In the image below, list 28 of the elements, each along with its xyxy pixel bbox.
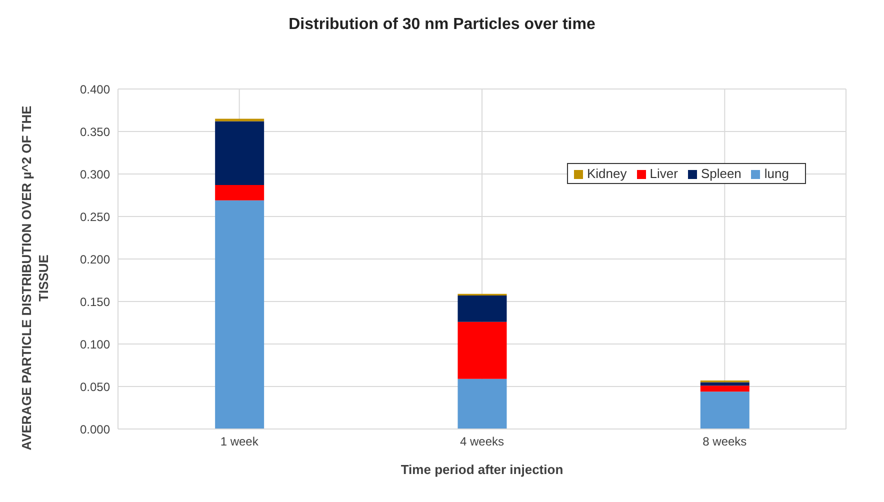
y-tick-label: 0.400 — [80, 82, 110, 96]
y-tick-label: 0.050 — [80, 380, 110, 394]
y-tick-label: 0.150 — [80, 294, 110, 309]
bar — [215, 118, 264, 122]
bar — [458, 378, 507, 429]
legend-label: Spleen — [700, 166, 742, 181]
bar — [215, 121, 264, 186]
legend-label: Kidney — [587, 166, 627, 181]
y-axis-title: AVERAGE PARTICLE DISTRIBUTION OVER µ^2 OF THE TISSUE — [18, 104, 52, 452]
bar — [215, 185, 264, 200]
x-axis-title: Time period after injection — [400, 462, 564, 477]
chart-title: Distribution of 30 nm Particles over time — [288, 16, 596, 34]
bar — [458, 322, 507, 379]
y-tick-label: 0.100 — [80, 337, 110, 352]
y-tick-label: 0.200 — [80, 252, 110, 266]
y-tick-label: 0.300 — [80, 167, 110, 182]
x-tick-label: 4 weeks — [460, 434, 504, 449]
x-tick-label: 8 weeks — [702, 434, 747, 449]
bar — [458, 296, 507, 322]
bar — [700, 386, 750, 392]
bar — [215, 200, 264, 429]
legend-label: lung — [764, 166, 789, 181]
x-tick-label: 1 week — [220, 434, 260, 449]
bar — [700, 392, 750, 429]
y-tick-label: 0.000 — [80, 422, 110, 436]
legend-label: Liver — [650, 166, 678, 181]
y-tick-label: 0.250 — [80, 210, 110, 224]
y-tick-label: 0.350 — [80, 124, 110, 139]
